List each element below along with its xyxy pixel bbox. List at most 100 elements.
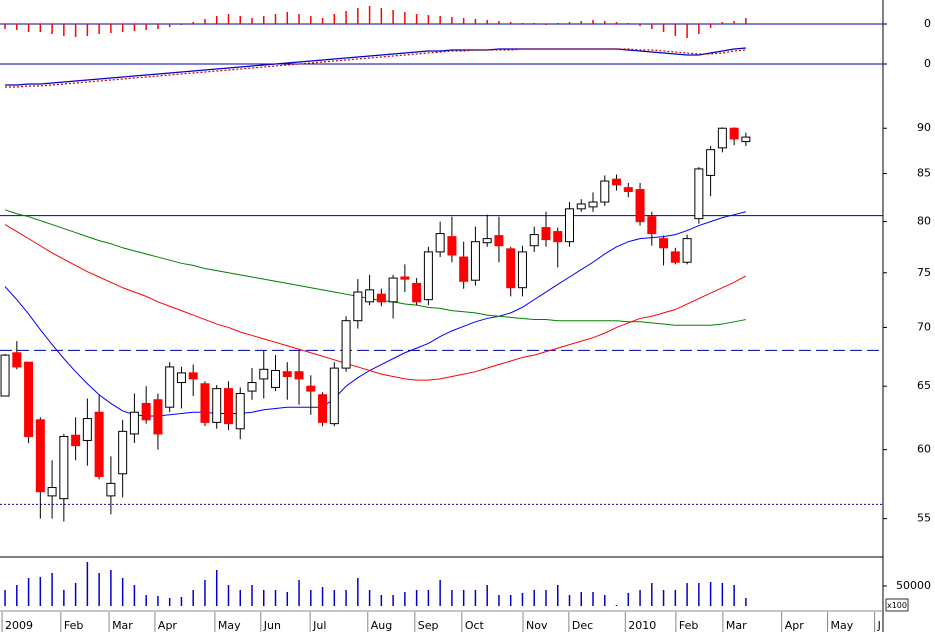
x-tick-label: Jul [312,619,326,632]
x-tick-label: Feb [679,619,698,632]
moving-average [4,224,747,381]
candle-body [165,366,175,408]
candle-body [153,399,163,435]
y-tick-label: 85 [917,167,931,180]
y-unit-label: x100 [887,601,907,610]
candle-body [659,238,669,249]
x-tick-label: Apr [785,619,805,632]
y-tick-label: 50000 [896,579,931,592]
y-tick-label: 65 [917,379,931,392]
candle-body [118,430,128,475]
candle-body [59,436,69,500]
candle-body [24,361,34,438]
candle-body [541,227,551,241]
unit-box [885,598,909,612]
x-tick-label: Jun [263,619,281,632]
candle-body [670,251,680,263]
candle-body [435,233,445,253]
candle-body [71,434,81,447]
candle-body [400,276,410,280]
candle-body [717,127,727,149]
candle-body [553,231,563,243]
x-tick-label: Mar [112,619,133,632]
x-tick-label: Nov [526,619,548,632]
candle-body [341,320,351,369]
candle-body [741,136,751,143]
x-tick-label: Oct [465,619,485,632]
x-tick-label: J [877,619,881,632]
candle-body [459,256,469,282]
candle-body [129,411,139,435]
candle-body [271,369,281,388]
indicator-line [5,47,746,86]
x-tick-label: Mar [726,619,747,632]
candle-body [0,354,10,397]
candle-body [412,282,422,303]
y-tick-label: 70 [917,320,931,333]
candle-body [47,487,57,497]
candle-body [694,168,704,220]
candle-body [506,248,516,289]
candle-body [635,189,645,223]
x-tick-label: May [831,619,854,632]
x-tick-label: Aug [371,619,392,632]
candle-body [318,394,328,423]
candle-body [623,187,633,192]
candle-body [494,235,504,247]
y-tick-label: 90 [917,121,931,134]
candle-body [259,368,269,380]
candle-body [706,149,716,176]
candle-body [223,388,233,425]
candle-body [388,277,398,303]
candle-body [612,178,622,186]
y-tick-label: 60 [917,443,931,456]
x-tick-label: May [218,619,241,632]
candle-body [12,352,22,368]
y-tick-label: 55 [917,512,931,525]
y-tick-label: 0 [924,57,931,70]
x-tick-label: 2009 [5,619,33,632]
candle-body [682,238,692,263]
candle-body [106,482,116,497]
x-tick-label: 2010 [628,619,656,632]
candle-body [482,238,492,244]
candle-body [353,291,363,322]
x-tick-label: Sep [418,619,439,632]
moving-average [4,211,747,417]
candle-body [247,382,257,392]
candle-body [94,411,104,478]
candle-body [600,180,610,203]
candle-body [329,367,339,425]
candle-body [82,418,92,441]
candle-body [200,383,210,423]
moving-average [4,209,746,326]
candle-body [235,393,245,430]
y-tick-label: 75 [917,266,931,279]
candle-body [447,236,457,256]
y-tick-label: 0 [924,17,931,30]
candle-body [188,372,198,380]
candle-body [588,201,598,208]
x-tick-label: Dec [572,619,593,632]
candle-body [294,371,304,380]
candle-body [282,371,292,377]
candle-body [647,216,657,235]
candle-body [470,241,480,281]
candle-body [423,251,433,301]
candle-body [564,208,574,243]
y-tick-label: 80 [917,215,931,228]
candle-body [176,372,186,384]
candle-body [376,293,386,303]
candle-body [212,388,222,423]
x-tick-label: Feb [64,619,83,632]
candle-body [729,127,739,140]
x-tick-label: Apr [158,619,178,632]
candle-body [35,419,45,493]
candle-body [529,234,539,247]
candle-body [141,402,151,421]
candle-body [576,203,586,210]
candle-body [365,289,375,303]
